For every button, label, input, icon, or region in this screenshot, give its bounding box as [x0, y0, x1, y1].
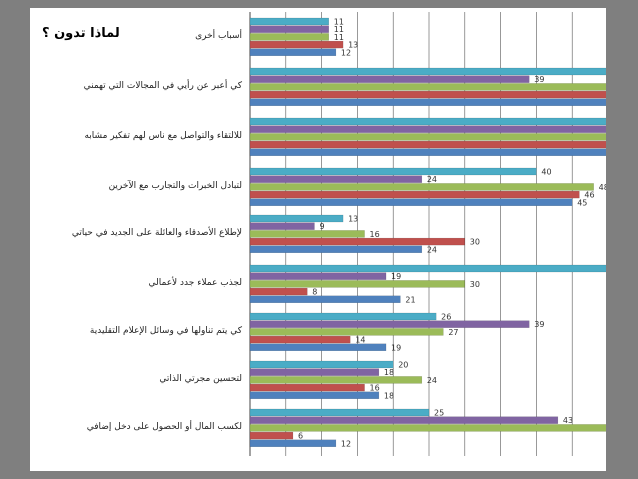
bar [249, 198, 573, 207]
bar [249, 48, 337, 56]
bar [249, 383, 365, 392]
bar [249, 90, 606, 99]
data-label: 25 [434, 409, 444, 418]
data-label: 11 [334, 25, 344, 34]
data-label: 24 [427, 175, 437, 184]
data-label: 13 [348, 41, 358, 50]
category-label: لتحسين مجرتي الذاتي [159, 374, 242, 384]
bar [249, 167, 537, 176]
data-label: 19 [391, 272, 401, 281]
bar [249, 133, 606, 141]
data-label: 16 [370, 384, 380, 393]
data-label: 24 [427, 245, 437, 254]
bar [249, 67, 606, 76]
bar [249, 431, 294, 440]
bar [249, 264, 606, 273]
bar [249, 125, 606, 133]
bar [249, 17, 329, 26]
data-label: 18 [384, 391, 394, 400]
bar [249, 140, 606, 149]
bar [249, 183, 594, 191]
bar [249, 83, 606, 91]
data-label: 26 [441, 313, 451, 322]
slide: لماذا تدون ؟ أسباب أخرى كي أعبر عن رأيي ف… [30, 8, 606, 471]
data-label: 27 [448, 328, 458, 337]
bar [249, 40, 344, 49]
bar [249, 222, 315, 230]
bar [249, 295, 401, 303]
data-label: 14 [355, 336, 365, 345]
bar [249, 280, 466, 288]
data-label: 30 [470, 238, 480, 247]
data-label: 46 [584, 191, 594, 200]
data-label: 12 [341, 439, 351, 448]
bar [249, 320, 530, 328]
data-label: 11 [334, 18, 344, 27]
data-label: 9 [319, 222, 324, 231]
data-label: 21 [405, 295, 415, 304]
bar [249, 376, 423, 384]
category-label: لكسب المال أو الحصول على دخل إضافي [86, 422, 242, 432]
bar [249, 175, 423, 183]
data-label: 12 [341, 48, 351, 57]
bar [249, 75, 530, 83]
bar [249, 368, 380, 376]
data-label: 20 [398, 361, 408, 370]
bar [249, 335, 351, 344]
data-label: 30 [470, 280, 480, 289]
data-label: 18 [384, 368, 394, 377]
data-label: 39 [534, 320, 544, 329]
data-label: 39 [534, 75, 544, 84]
bar [249, 287, 308, 296]
bar [249, 214, 344, 223]
bar [249, 360, 394, 369]
category-label: لتبادل الخبرات والتجارب مع الآخرين [108, 181, 242, 191]
data-label: 40 [541, 168, 551, 177]
data-label: 48 [599, 183, 606, 192]
category-label: للالتقاء والتواصل مع ناس لهم تفكير مشابه [84, 131, 242, 141]
data-label: 11 [334, 33, 344, 42]
category-label: كي يتم تناولها في وسائل الإعلام التقليدي… [89, 326, 242, 336]
bar [249, 424, 606, 432]
bar [249, 408, 430, 417]
bar [249, 245, 423, 254]
bar [249, 117, 606, 126]
bar [249, 328, 444, 336]
bar [249, 312, 437, 321]
category-label: لجذب عملاء جدد لأعمالي [148, 278, 243, 288]
bar [249, 439, 337, 447]
category-label: كي أعبر عن رأيي في المجالات التي تهمني [83, 81, 242, 91]
bar [249, 98, 606, 107]
data-label: 8 [312, 288, 317, 297]
bar-chart: 1111111312543962756972577363664024484645… [249, 12, 606, 456]
data-label: 19 [391, 343, 401, 352]
bar [249, 416, 559, 424]
category-label: لإطلاع الأصدقاء والعائلة على الجديد في ح… [71, 228, 242, 238]
data-label: 13 [348, 215, 358, 224]
bar [249, 33, 329, 41]
bar [249, 25, 329, 33]
data-label: 45 [577, 198, 587, 207]
bar [249, 272, 387, 280]
data-label: 24 [427, 376, 437, 385]
bar [249, 343, 387, 351]
bar [249, 237, 466, 246]
bar [249, 230, 365, 238]
bar [249, 391, 380, 399]
data-label: 16 [370, 230, 380, 239]
bar [249, 190, 580, 199]
data-label: 6 [298, 432, 303, 441]
bar [249, 148, 606, 157]
category-label: أسباب أخرى [195, 31, 242, 41]
data-label: 43 [563, 416, 573, 425]
slide-title: لماذا تدون ؟ [42, 26, 120, 41]
